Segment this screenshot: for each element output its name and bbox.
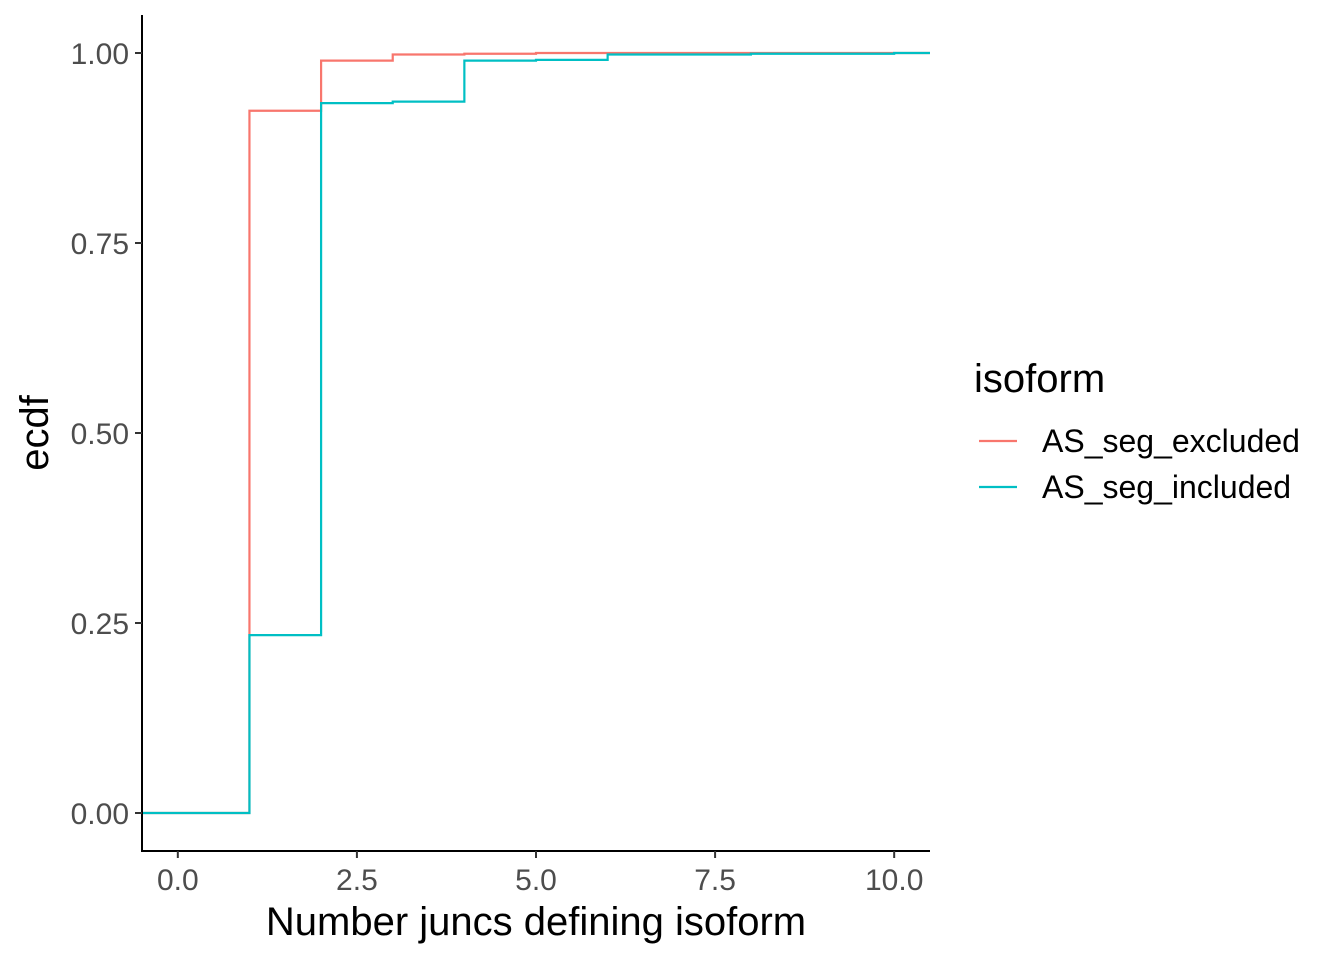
x-tick-label: 0.0	[157, 864, 199, 897]
x-tick-label: 5.0	[515, 864, 557, 897]
x-axis-title: Number juncs defining isoform	[266, 900, 806, 944]
x-tick-label: 7.5	[694, 864, 736, 897]
legend-key-label: AS_seg_excluded	[1042, 423, 1300, 459]
series-line-as-seg-included	[142, 51, 930, 815]
legend-title: isoform	[974, 357, 1105, 401]
y-tick-label: 0.50	[71, 418, 129, 451]
x-tick-label: 10.0	[865, 864, 923, 897]
x-tick-label: 2.5	[336, 864, 378, 897]
y-axis-title: ecdf	[13, 394, 57, 470]
y-ticks: 0.00 0.25 0.50 0.75 1.00	[71, 38, 142, 831]
y-tick-label: 0.75	[71, 228, 129, 261]
y-tick-label: 1.00	[71, 38, 129, 71]
x-ticks: 0.0 2.5 5.0 7.5 10.0	[157, 851, 923, 897]
legend: isoform AS_seg_excluded AS_seg_included	[974, 357, 1300, 505]
y-tick-label: 0.00	[71, 798, 129, 831]
legend-keys: AS_seg_excluded AS_seg_included	[979, 423, 1300, 505]
series-line-as-seg-excluded	[142, 51, 930, 815]
plot-lines	[142, 51, 930, 815]
legend-key-label: AS_seg_included	[1042, 469, 1291, 505]
y-tick-label: 0.25	[71, 608, 129, 641]
